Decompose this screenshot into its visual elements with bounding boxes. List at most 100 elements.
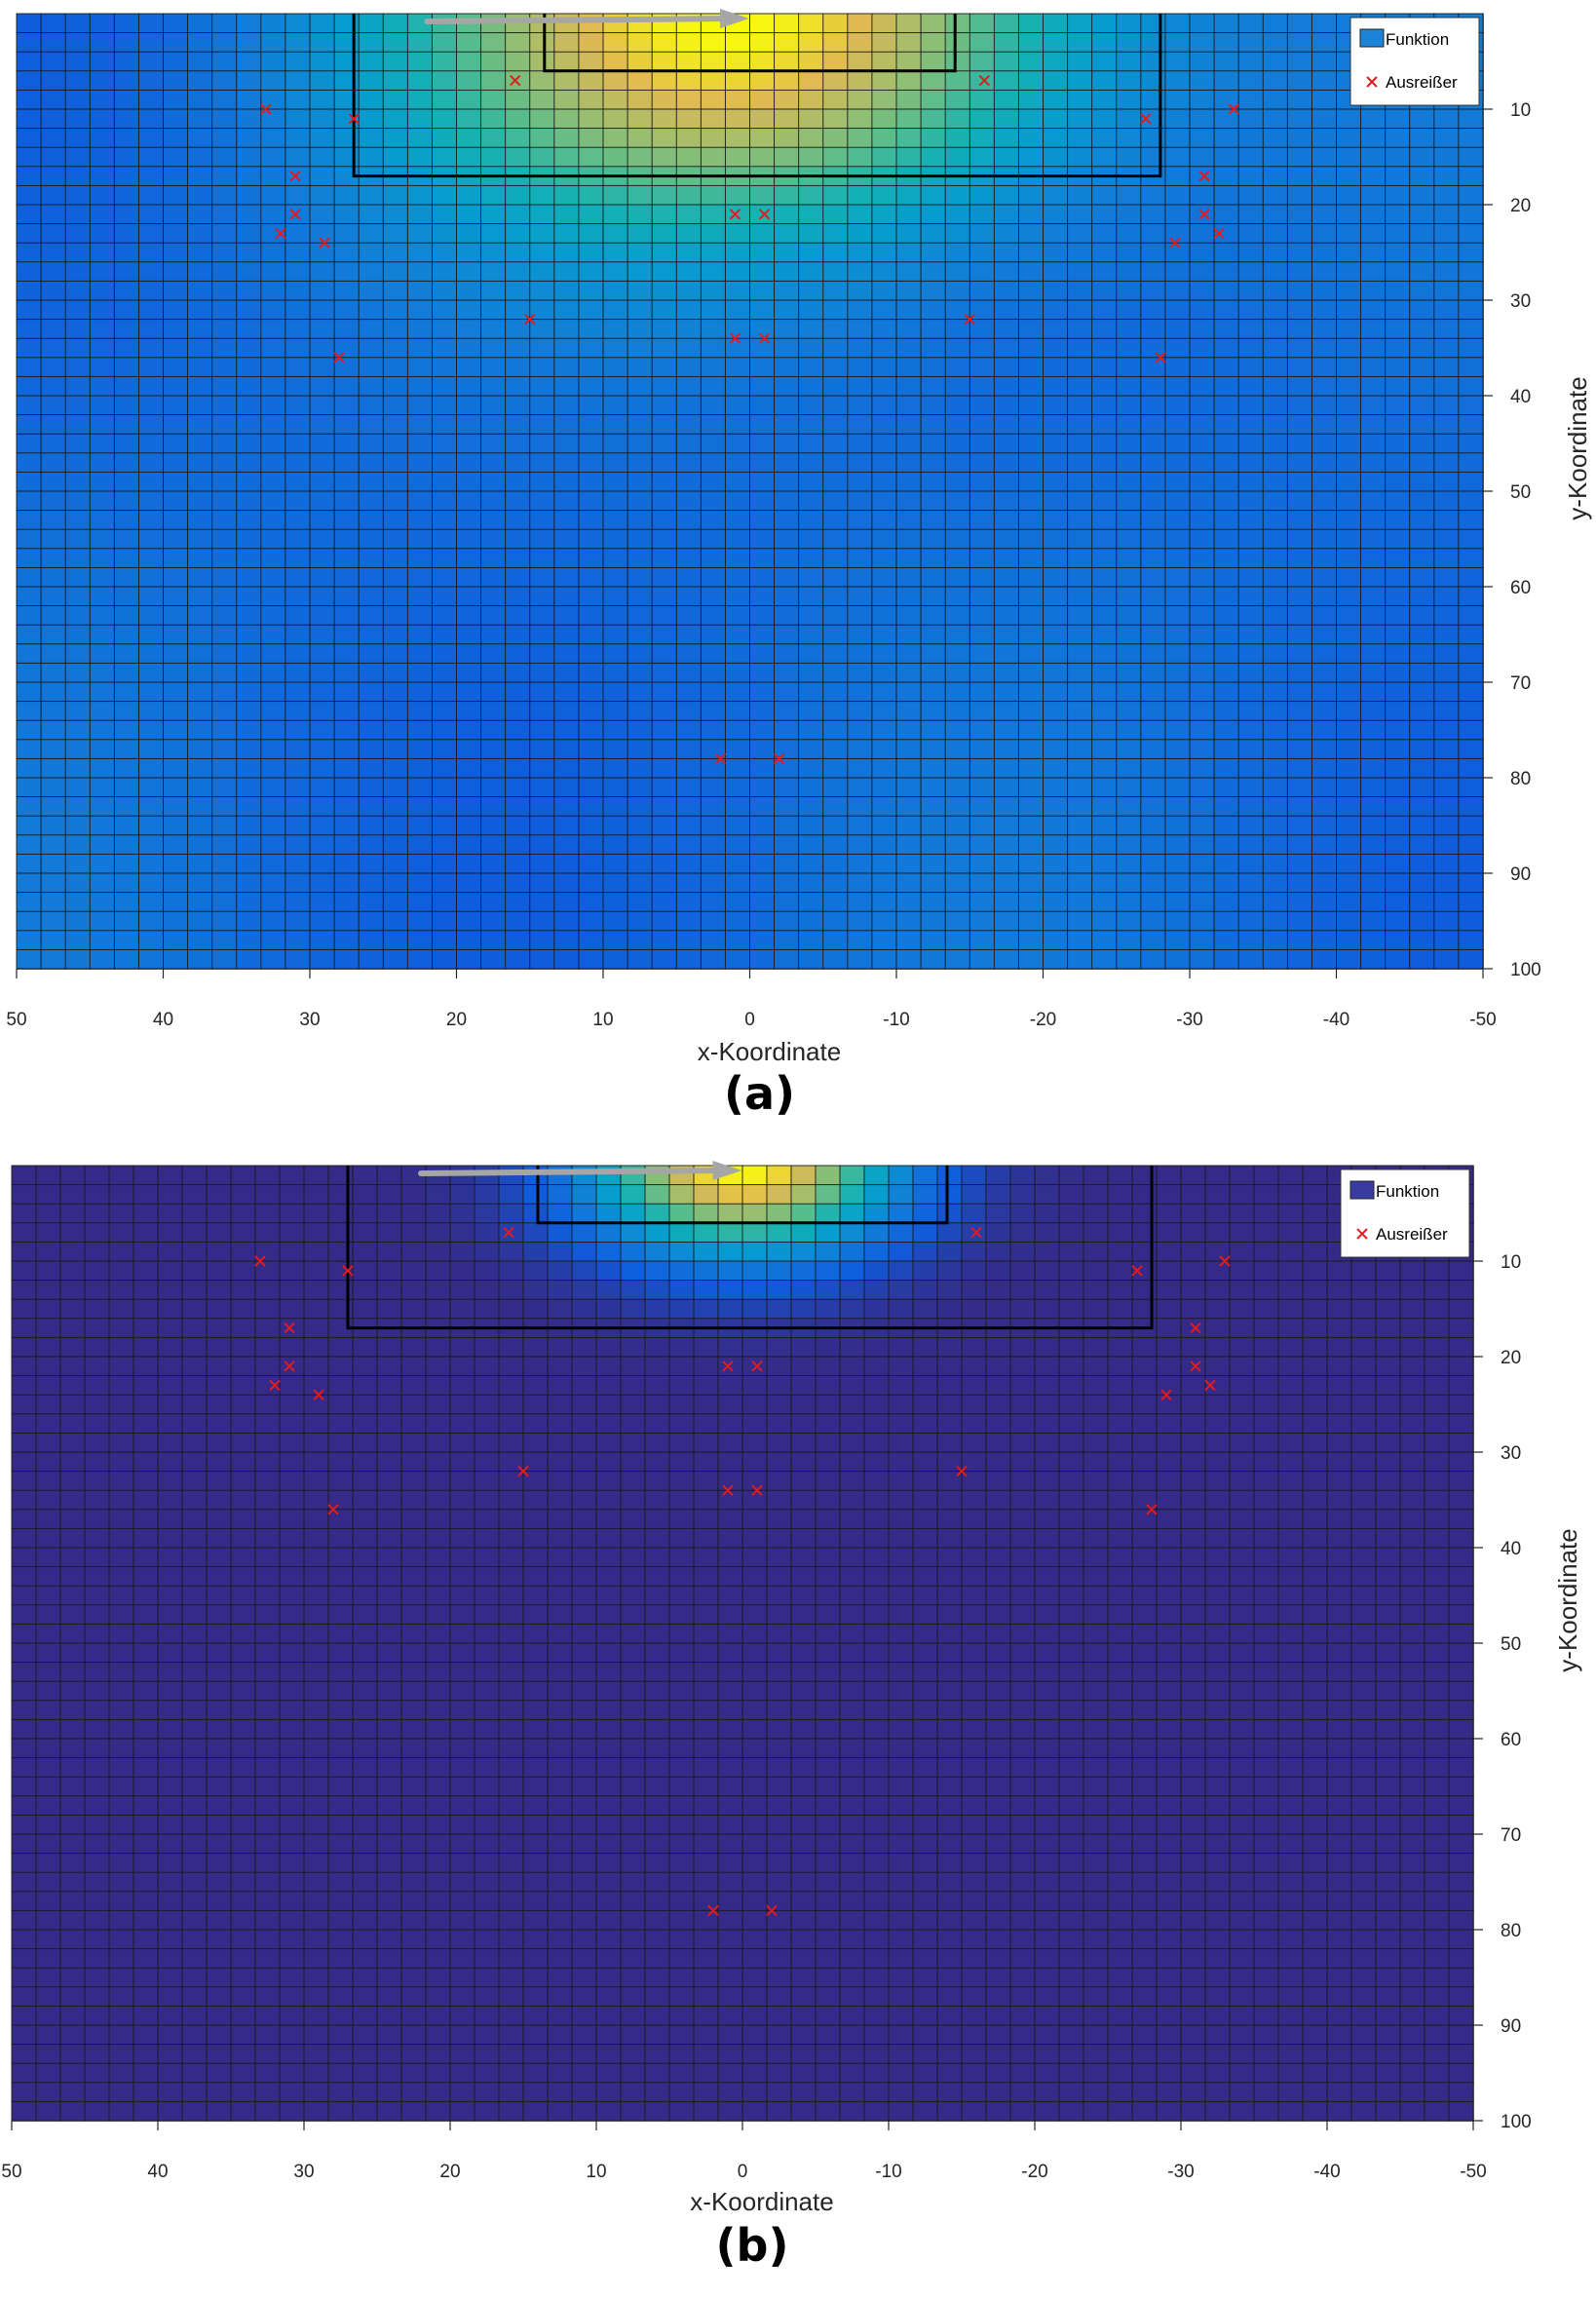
heatmap-cell	[693, 1680, 719, 1702]
heatmap-cell	[602, 834, 628, 856]
heatmap-cell	[84, 1509, 110, 1530]
heatmap-cell	[1164, 490, 1191, 512]
heatmap-cell	[693, 1280, 719, 1300]
heatmap-cell	[1017, 433, 1045, 454]
heatmap-cell	[181, 1241, 208, 1262]
heatmap-cell	[675, 548, 703, 569]
heatmap-cell	[1156, 1489, 1182, 1511]
heatmap-cell	[1091, 242, 1118, 263]
heatmap-cell	[425, 1432, 451, 1453]
heatmap-cell	[675, 70, 703, 92]
heatmap-cell	[578, 796, 604, 817]
heatmap-cell	[1448, 1260, 1474, 1282]
heatmap-cell	[59, 1203, 86, 1224]
heatmap-cell	[352, 1509, 378, 1530]
heatmap-cell	[309, 681, 335, 703]
heatmap-cell	[1375, 1451, 1401, 1473]
outlier-marker	[348, 113, 360, 125]
heatmap-cell	[920, 757, 946, 779]
heatmap-cell	[944, 528, 971, 550]
heatmap-cell	[137, 337, 165, 359]
heatmap-cell	[1336, 395, 1362, 416]
heatmap-cell	[724, 89, 751, 110]
heatmap-cell	[1237, 471, 1264, 492]
heatmap-cell	[839, 1509, 865, 1530]
heatmap-cell	[1213, 624, 1239, 645]
heatmap-cell	[406, 299, 434, 321]
heatmap-cell	[1424, 1451, 1450, 1473]
heatmap-cell	[1237, 643, 1264, 665]
heatmap-cell	[895, 662, 922, 683]
heatmap-cell	[1237, 681, 1264, 703]
heatmap-cell	[766, 1241, 792, 1262]
heatmap-cell	[40, 757, 66, 779]
heatmap-cell	[382, 853, 409, 874]
heatmap-cell	[969, 605, 996, 626]
heatmap-cell	[456, 490, 482, 512]
heatmap-cell	[1262, 166, 1289, 187]
heatmap-cell	[985, 1394, 1011, 1415]
heatmap-cell	[303, 1527, 329, 1549]
heatmap-cell	[1034, 1413, 1060, 1435]
heatmap-cell	[693, 1527, 719, 1549]
heatmap-cell	[333, 146, 360, 168]
heatmap-cell	[578, 643, 604, 665]
heatmap-cell	[895, 414, 922, 435]
heatmap-cell	[822, 261, 849, 283]
heatmap-cell	[113, 796, 140, 817]
heatmap-cell	[1237, 433, 1264, 454]
heatmap-cell	[327, 1527, 354, 1549]
heatmap-cell	[1286, 32, 1313, 53]
heatmap-cell	[547, 1642, 573, 1664]
heatmap-cell	[863, 1471, 890, 1491]
heatmap-cell	[969, 719, 996, 741]
heatmap-cell	[327, 1489, 354, 1511]
heatmap-cell	[1091, 357, 1118, 378]
heatmap-cell	[724, 204, 751, 225]
heatmap-cell	[969, 242, 996, 263]
heatmap-cell	[627, 280, 653, 301]
heatmap-cell	[1034, 1394, 1060, 1415]
heatmap-cell	[1375, 1566, 1401, 1587]
heatmap-cell	[40, 357, 66, 378]
heatmap-cell	[1311, 510, 1338, 530]
heatmap-cell	[1262, 605, 1289, 626]
heatmap-cell	[1409, 375, 1435, 397]
heatmap-cell	[64, 548, 91, 569]
heatmap-cell	[64, 490, 91, 512]
heatmap-cell	[1286, 184, 1313, 206]
heatmap-cell	[406, 605, 434, 626]
heatmap-cell	[578, 128, 604, 148]
heatmap-cell	[651, 433, 678, 454]
heatmap-cell	[1009, 1489, 1036, 1511]
heatmap-cell	[449, 1623, 475, 1644]
heatmap-cell	[1091, 624, 1118, 645]
heatmap-cell	[1043, 146, 1069, 168]
heatmap-cell	[358, 490, 384, 512]
heatmap-cell	[505, 910, 531, 932]
heatmap-cell	[35, 1547, 61, 1568]
heatmap-cell	[1189, 853, 1215, 874]
heatmap-cell	[1237, 872, 1264, 894]
heatmap-cell	[84, 1280, 110, 1300]
heatmap-cell	[675, 892, 703, 912]
heatmap-cell	[1107, 1298, 1133, 1320]
heatmap-cell	[108, 1451, 134, 1473]
heatmap-cell	[675, 184, 703, 206]
outlier-marker	[1155, 352, 1166, 364]
heatmap-cell	[309, 51, 335, 72]
heatmap-cell	[985, 1527, 1011, 1549]
heatmap-cell	[113, 146, 140, 168]
heatmap-cell	[1375, 1318, 1401, 1339]
heatmap-cell	[285, 528, 311, 550]
heatmap-cell	[1237, 757, 1264, 779]
heatmap-cell	[1107, 1222, 1133, 1244]
heatmap-cell	[1262, 299, 1289, 321]
heatmap-cell	[89, 757, 116, 779]
heatmap-cell	[1156, 1451, 1182, 1473]
heatmap-cell	[1107, 1623, 1133, 1644]
heatmap-cell	[303, 1432, 329, 1453]
heatmap-cell	[400, 1413, 427, 1435]
heatmap-cell	[595, 1662, 622, 1682]
heatmap-cell	[1350, 1451, 1377, 1473]
